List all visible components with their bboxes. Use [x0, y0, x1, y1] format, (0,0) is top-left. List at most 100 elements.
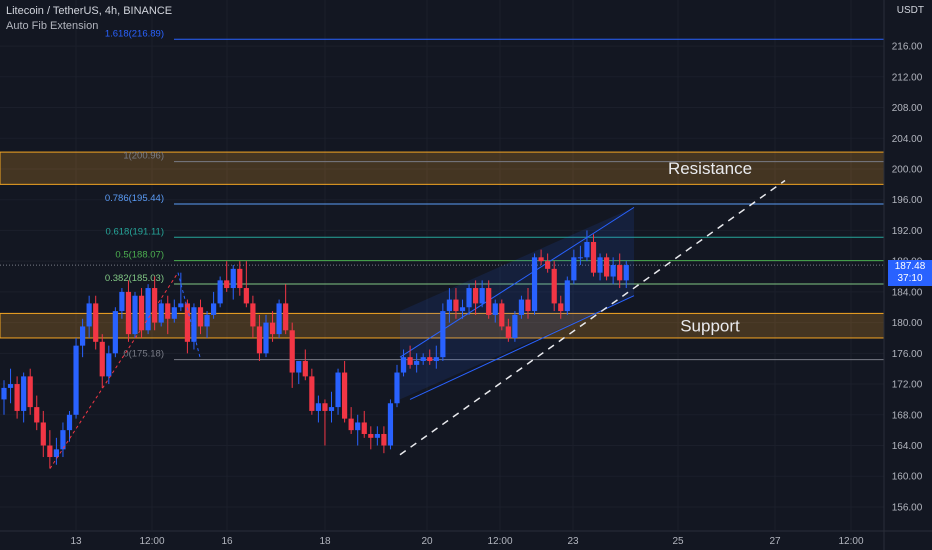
fib-anchor-line — [177, 272, 201, 358]
price-tick-label: 208.00 — [892, 103, 923, 114]
candle-down — [250, 303, 256, 327]
candle-down — [152, 288, 158, 323]
candle-up — [119, 291, 125, 312]
candle-up — [178, 303, 184, 308]
candle-up — [577, 257, 583, 259]
candle-up — [211, 303, 217, 315]
candle-up — [60, 430, 66, 450]
support-label: Support — [680, 317, 740, 336]
candle-down — [138, 295, 145, 331]
time-tick-label: 23 — [567, 536, 579, 547]
candle-up — [73, 345, 79, 415]
price-tick-label: 180.00 — [892, 318, 923, 329]
fib-label: 0.382(185.03) — [105, 273, 164, 284]
current-price-value: 187.48 — [894, 261, 926, 272]
candle-down — [289, 330, 295, 373]
candle-down — [165, 303, 171, 319]
price-tick-label: 156.00 — [892, 502, 923, 513]
candle-down — [525, 299, 531, 312]
time-tick-label: 25 — [672, 536, 684, 547]
candle-up — [7, 384, 14, 388]
candle-down — [617, 265, 623, 281]
price-axis[interactable]: 156.00 160.00 164.00 168.00 172.00 176.00 180.… — [883, 0, 923, 550]
ascending-channel — [399, 206, 635, 400]
price-tick-label: 196.00 — [892, 195, 923, 206]
candle-up — [374, 433, 380, 438]
fib-label: 0.786(195.44) — [105, 193, 164, 204]
candle-up — [230, 268, 236, 289]
candle-down — [256, 326, 263, 354]
candle-up — [112, 311, 118, 354]
candle-down — [348, 418, 354, 431]
candle-down — [427, 357, 433, 362]
symbol-title[interactable]: Litecoin / TetherUS, 4h, BINANCE — [6, 5, 173, 17]
candle-up — [414, 361, 420, 365]
price-tick-label: 184.00 — [892, 287, 923, 298]
candle-up — [446, 299, 452, 312]
candle-up — [106, 353, 112, 377]
fib-levels: 1.618(216.89) 1(200.96) 0.786(195.44) 0.618… — [0, 28, 884, 361]
candle-up — [296, 361, 302, 373]
candle-up — [597, 257, 603, 273]
support-trendline — [399, 179, 786, 456]
candle-up — [466, 288, 472, 308]
candle-down — [197, 307, 204, 327]
candle-up — [459, 307, 466, 312]
candle-down — [473, 288, 479, 304]
price-tick-label: 204.00 — [892, 134, 923, 145]
candle-up — [86, 303, 92, 327]
candle-down — [545, 261, 551, 269]
candle-down — [34, 407, 40, 423]
candle-up — [217, 280, 223, 304]
candle-down — [453, 299, 459, 312]
candle-up — [132, 295, 138, 335]
price-tick-label: 168.00 — [892, 410, 923, 421]
candle-up — [531, 257, 538, 312]
price-tick-label: 216.00 — [892, 42, 923, 53]
channel-lower-line — [409, 295, 635, 400]
candle-up — [433, 357, 439, 362]
time-axis[interactable]: 13 12:00 16 18 20 12:00 23 25 27 12:00 — [0, 530, 932, 547]
fib-label: 0(175.18) — [123, 349, 164, 360]
candle-up — [492, 303, 498, 315]
candle-up — [394, 372, 400, 404]
candle-up — [204, 314, 210, 327]
candle-up — [171, 307, 177, 319]
candle-up — [328, 407, 335, 411]
time-tick-label: 12:00 — [139, 536, 164, 547]
price-tick-label: 176.00 — [892, 349, 923, 360]
candle-down — [590, 241, 597, 273]
candles — [1, 230, 629, 469]
candle-up — [479, 288, 485, 304]
channel-upper-line — [399, 206, 635, 358]
candle-down — [40, 422, 46, 446]
candle-down — [368, 433, 374, 438]
fib-label: 0.618(191.11) — [106, 226, 164, 237]
candle-down — [558, 303, 564, 312]
fib-label: 0.5(188.07) — [115, 250, 164, 261]
candle-down — [243, 288, 249, 304]
candle-down — [47, 445, 53, 458]
candle-down — [486, 288, 492, 315]
candle-up — [440, 311, 446, 358]
candle-down — [309, 376, 315, 411]
candle-up — [420, 357, 426, 362]
currency-unit: USDT — [896, 5, 924, 16]
candle-up — [355, 422, 361, 431]
candle-up — [564, 280, 570, 312]
price-tick-label: 200.00 — [892, 164, 923, 175]
candle-down — [505, 326, 511, 338]
candle-up — [145, 288, 151, 331]
fib-anchor-line — [49, 272, 179, 469]
candle-down — [224, 280, 230, 289]
time-tick-label: 20 — [421, 536, 433, 547]
candle-down — [99, 341, 105, 377]
indicator-title[interactable]: Auto Fib Extension — [6, 20, 99, 32]
price-tick-label: 164.00 — [892, 441, 923, 452]
current-price-badge: 187.48 37:10 — [888, 260, 932, 286]
candle-down — [322, 403, 328, 411]
price-tick-label: 160.00 — [892, 472, 923, 483]
candle-down — [302, 361, 308, 377]
